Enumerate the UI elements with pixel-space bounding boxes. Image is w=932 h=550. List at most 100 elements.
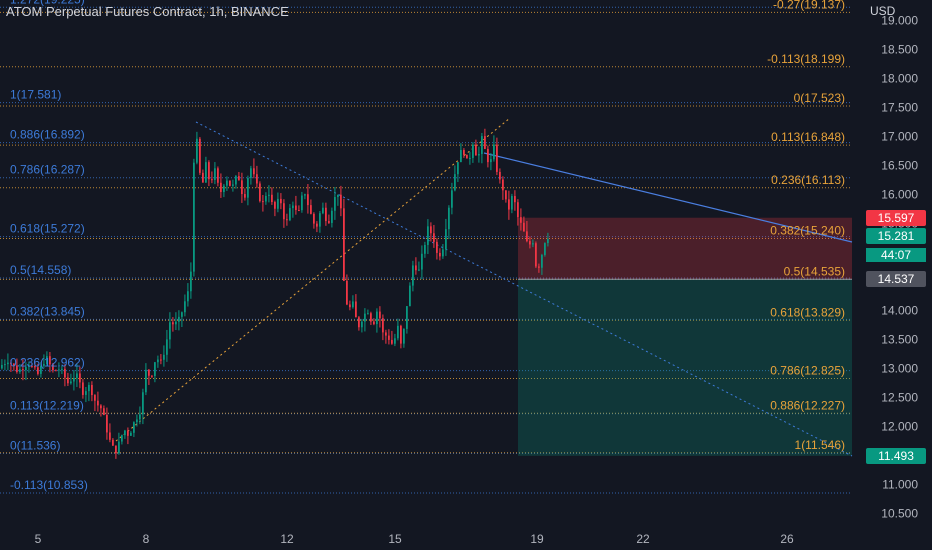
candle-body [229, 180, 231, 186]
candle-body [403, 328, 405, 344]
time-tick-label: 19 [530, 532, 544, 546]
price-tick-label: 17.000 [881, 129, 918, 143]
fib-left-label: 0.236(12.962) [10, 356, 85, 370]
candle-body [430, 226, 432, 234]
candle-body [436, 241, 438, 253]
candle-body [487, 148, 489, 163]
candle-body [1, 364, 3, 369]
candle-body [64, 368, 66, 378]
time-tick-label: 12 [280, 532, 294, 546]
candle-body [343, 208, 345, 281]
candle-body [235, 176, 237, 185]
candle-body [193, 162, 195, 272]
price-tick-label: 18.000 [881, 71, 918, 85]
candle-body [70, 381, 72, 384]
candle-body [157, 359, 159, 363]
candle-body [454, 174, 456, 191]
price-tick-label: 13.000 [881, 361, 918, 375]
candle-body [547, 238, 549, 244]
price-tick-label: 17.500 [881, 100, 918, 114]
candle-body [421, 253, 423, 270]
candle-body [61, 368, 63, 370]
fib-right-label: 0.236(16.113) [771, 173, 845, 187]
time-axis-background [0, 528, 932, 550]
candle-body [187, 291, 189, 302]
candle-body [511, 196, 513, 210]
candle-body [268, 194, 270, 196]
candle-body [85, 391, 87, 395]
candle-body [283, 203, 285, 220]
candle-body [22, 369, 24, 371]
target-price-tag: 11.493 [866, 447, 926, 464]
candle-body [304, 194, 306, 196]
candle-body [319, 213, 321, 227]
candle-body [46, 356, 48, 365]
symbol-title[interactable]: ATOM Perpetual Futures Contract, 1h, BIN… [6, 4, 289, 19]
fib-right-label: -0.27(19.137) [773, 0, 845, 11]
candle-body [433, 233, 435, 242]
candle-body [355, 301, 357, 318]
current-price-tag: 15.281 [866, 228, 926, 245]
candle-body [415, 265, 417, 271]
candle-body [493, 144, 495, 160]
entry-price-tag: 14.537 [866, 271, 926, 288]
candle-body [97, 400, 99, 406]
price-tick-label: 16.000 [881, 187, 918, 201]
time-axis[interactable]: 5 8 12 15 19 22 26 [0, 528, 932, 550]
candle-body [367, 313, 369, 315]
fib-right-label: 0.886(12.227) [770, 398, 845, 412]
candle-body [163, 354, 165, 360]
candle-body [73, 377, 75, 382]
candle-body [490, 159, 492, 163]
candle-body [535, 243, 537, 267]
candle-body [379, 311, 381, 319]
time-tick-label: 5 [35, 532, 42, 546]
reward-zone[interactable] [518, 279, 852, 456]
trend-lines[interactable] [115, 117, 853, 457]
candle-body [502, 179, 504, 191]
candle-body [277, 198, 279, 209]
candle-body [274, 202, 276, 209]
candle-body [325, 207, 327, 222]
candle-body [394, 338, 396, 344]
resistance-trend-line[interactable] [483, 152, 853, 243]
candle-body [298, 209, 300, 211]
candle-body [478, 154, 480, 156]
candle-body [466, 154, 468, 159]
fib-left-label: 0.786(16.287) [10, 163, 85, 177]
price-tick-label: 16.500 [881, 158, 918, 172]
candle-body [463, 150, 465, 155]
candle-body [106, 414, 108, 433]
fib-left-label: 0.5(14.558) [10, 263, 71, 277]
fib-left-label: 0.618(15.272) [10, 222, 85, 236]
currency-label[interactable]: USD [870, 4, 896, 18]
candle-body [295, 205, 297, 210]
candle-body [28, 365, 30, 367]
candle-body [469, 157, 471, 159]
candle-body [55, 370, 57, 372]
candle-body [190, 271, 192, 292]
candle-body [514, 196, 516, 203]
candle-body [238, 176, 240, 181]
candle-body [517, 202, 519, 218]
candle-body [334, 197, 336, 211]
candle-body [208, 162, 210, 180]
candle-body [301, 195, 303, 211]
short-position-tool[interactable] [518, 217, 852, 456]
candle-body [148, 369, 150, 376]
candle-body [160, 359, 162, 361]
candle-body [94, 395, 96, 401]
candle-body [4, 364, 6, 366]
candle-body [484, 136, 486, 149]
candle-body [523, 222, 525, 232]
candle-body [346, 280, 348, 305]
candle-body [385, 332, 387, 336]
candle-body [349, 304, 351, 308]
fib-right-label: 0.786(12.825) [770, 364, 845, 378]
candle-body [136, 419, 138, 423]
candle-body [19, 369, 21, 372]
candle-body [58, 369, 60, 371]
candle-body [388, 335, 390, 340]
